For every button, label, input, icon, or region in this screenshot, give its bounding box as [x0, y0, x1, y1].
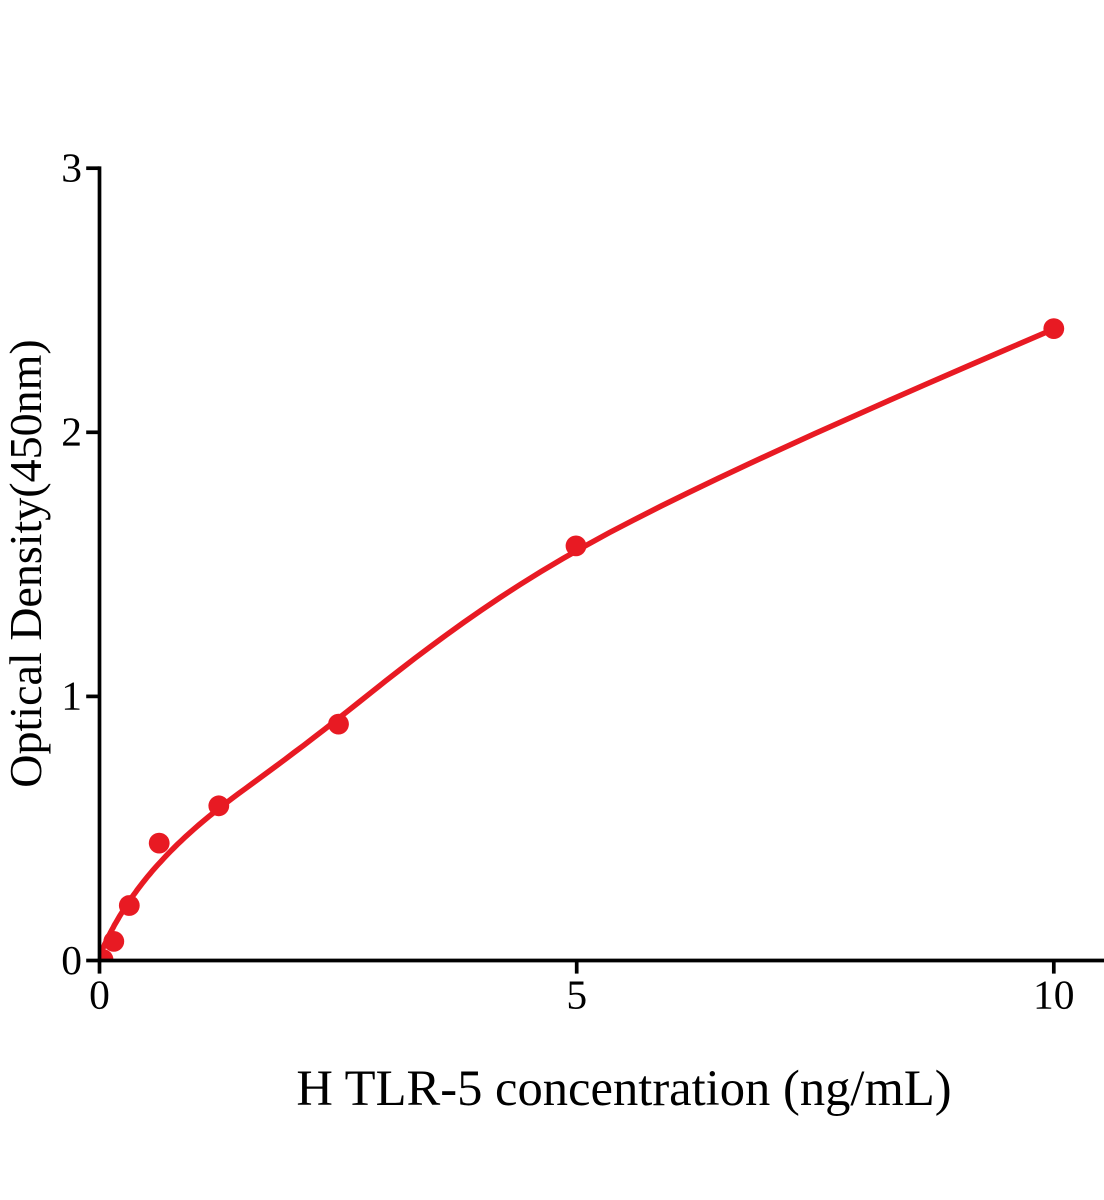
- svg-text:2: 2: [61, 409, 82, 455]
- svg-text:H TLR-5 concentration (ng/mL): H TLR-5 concentration (ng/mL): [296, 1060, 951, 1116]
- svg-text:5: 5: [566, 971, 587, 1017]
- svg-text:3: 3: [61, 145, 82, 191]
- svg-text:10: 10: [1033, 971, 1075, 1017]
- svg-text:0: 0: [61, 937, 82, 983]
- svg-text:Optical Density(450nm): Optical Density(450nm): [0, 339, 51, 787]
- svg-text:0: 0: [89, 971, 110, 1017]
- svg-text:1: 1: [61, 673, 82, 719]
